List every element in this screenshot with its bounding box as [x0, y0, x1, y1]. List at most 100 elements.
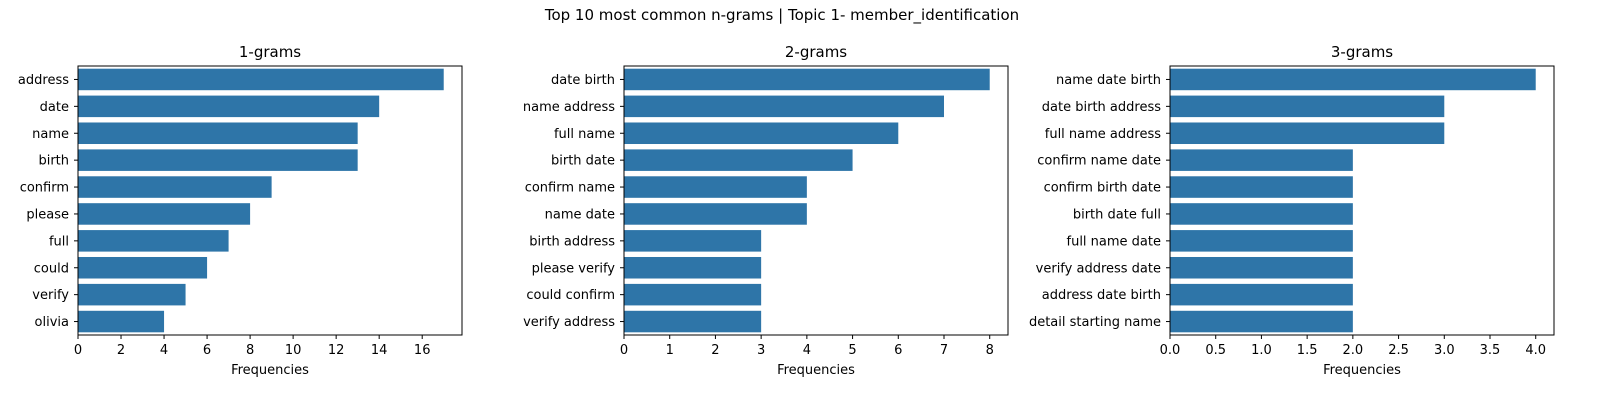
bar-6 [78, 203, 251, 225]
bar-2 [78, 95, 380, 118]
category-label: detail starting name [1029, 315, 1161, 330]
category-label: full name date [1067, 234, 1162, 249]
x-tick-label: 16 [414, 343, 431, 358]
x-tick-label: 2 [117, 343, 125, 358]
bar-8 [624, 256, 762, 279]
x-tick-label: 12 [328, 343, 345, 358]
axes-frame [1169, 65, 1555, 336]
bar-1 [78, 68, 444, 91]
category-label: confirm birth date [1044, 181, 1161, 196]
bar-5 [624, 176, 807, 198]
category-label: confirm name date [1037, 154, 1161, 169]
bar-4 [624, 149, 853, 171]
x-axis-label: Frequencies [777, 363, 855, 378]
x-tick-label: 0.5 [1205, 343, 1226, 358]
axes-frame [77, 65, 463, 336]
x-axis-label: Frequencies [231, 363, 309, 378]
x-tick-label: 1.0 [1251, 343, 1272, 358]
category-label: please verify [532, 261, 616, 276]
x-tick-label: 5 [848, 343, 856, 358]
category-label: birth address [529, 234, 615, 249]
x-tick-label: 2 [711, 343, 719, 358]
x-tick-label: 4 [803, 343, 811, 358]
x-tick-label: 7 [940, 343, 948, 358]
chart-panel-1: 1-grams address date name birth confirm please… [18, 43, 463, 378]
bar-10 [78, 310, 165, 333]
x-tick-label: 8 [986, 343, 994, 358]
x-tick-label: 1 [666, 343, 674, 358]
x-tick-label: 14 [371, 343, 388, 358]
bar-9 [624, 283, 762, 306]
category-label: name date birth [1056, 73, 1161, 88]
bar-8 [78, 256, 208, 279]
bar-6 [624, 203, 807, 225]
bar-2 [1170, 95, 1445, 118]
category-label: date birth [551, 73, 615, 88]
category-label: birth date full [1073, 207, 1161, 222]
x-tick-label: 10 [285, 343, 302, 358]
chart-panels: 1-grams address date name birth confirm please… [18, 43, 1555, 378]
x-tick-label: 3 [757, 343, 765, 358]
x-tick-label: 2.0 [1343, 343, 1364, 358]
category-label: could confirm [526, 288, 615, 303]
category-label: full [49, 234, 69, 249]
category-label: confirm name [525, 181, 615, 196]
bar-7 [78, 230, 229, 252]
chart-title: 1-grams [239, 43, 301, 61]
bar-8 [1170, 256, 1353, 279]
chart-title: 3-grams [1331, 43, 1393, 61]
axes-frame [623, 65, 1009, 336]
category-label: confirm [20, 181, 69, 196]
bar-1 [1170, 68, 1536, 91]
category-label: verify [32, 288, 69, 303]
bar-7 [1170, 230, 1353, 252]
category-label: full name address [1045, 127, 1161, 142]
x-tick-label: 2.5 [1388, 343, 1409, 358]
category-label: date birth address [1042, 100, 1161, 115]
x-tick-label: 6 [894, 343, 902, 358]
category-label: date [40, 100, 69, 115]
category-label: verify address [523, 315, 615, 330]
chart-panel-3: 3-grams name date birth date birth address… [1029, 43, 1555, 378]
bar-3 [78, 122, 358, 145]
bar-7 [624, 230, 762, 252]
chart-title: 2-grams [785, 43, 847, 61]
chart-panel-2: 2-grams date birth name address full name bi… [523, 43, 1009, 378]
category-label: name [32, 127, 69, 142]
category-label: name address [523, 100, 615, 115]
bar-9 [78, 283, 186, 306]
bar-10 [1170, 310, 1353, 333]
category-label: verify address date [1036, 261, 1161, 276]
x-axis-label: Frequencies [1323, 363, 1401, 378]
x-tick-label: 1.5 [1297, 343, 1318, 358]
bar-10 [624, 310, 762, 333]
category-label: address date birth [1042, 288, 1161, 303]
category-label: please [26, 207, 69, 222]
x-tick-label: 0 [74, 343, 82, 358]
category-label: birth [38, 154, 69, 169]
x-tick-label: 6 [203, 343, 211, 358]
bar-5 [78, 176, 272, 198]
bar-9 [1170, 283, 1353, 306]
bar-6 [1170, 203, 1353, 225]
x-tick-label: 0 [620, 343, 628, 358]
bar-2 [624, 95, 944, 118]
bar-1 [624, 68, 990, 91]
x-tick-label: 4 [160, 343, 168, 358]
x-tick-label: 3.5 [1480, 343, 1501, 358]
category-label: full name [554, 127, 615, 142]
bar-3 [1170, 122, 1445, 145]
category-label: name date [545, 207, 615, 222]
category-label: address [18, 73, 69, 88]
category-label: olivia [35, 315, 69, 330]
bar-3 [624, 122, 899, 145]
x-tick-label: 0.0 [1160, 343, 1181, 358]
category-label: birth date [551, 154, 615, 169]
figure-suptitle: Top 10 most common n-grams | Topic 1- me… [544, 6, 1019, 25]
x-tick-label: 8 [246, 343, 254, 358]
bar-4 [78, 149, 358, 171]
x-tick-label: 3.0 [1434, 343, 1455, 358]
x-tick-label: 4.0 [1525, 343, 1546, 358]
category-label: could [34, 261, 69, 276]
